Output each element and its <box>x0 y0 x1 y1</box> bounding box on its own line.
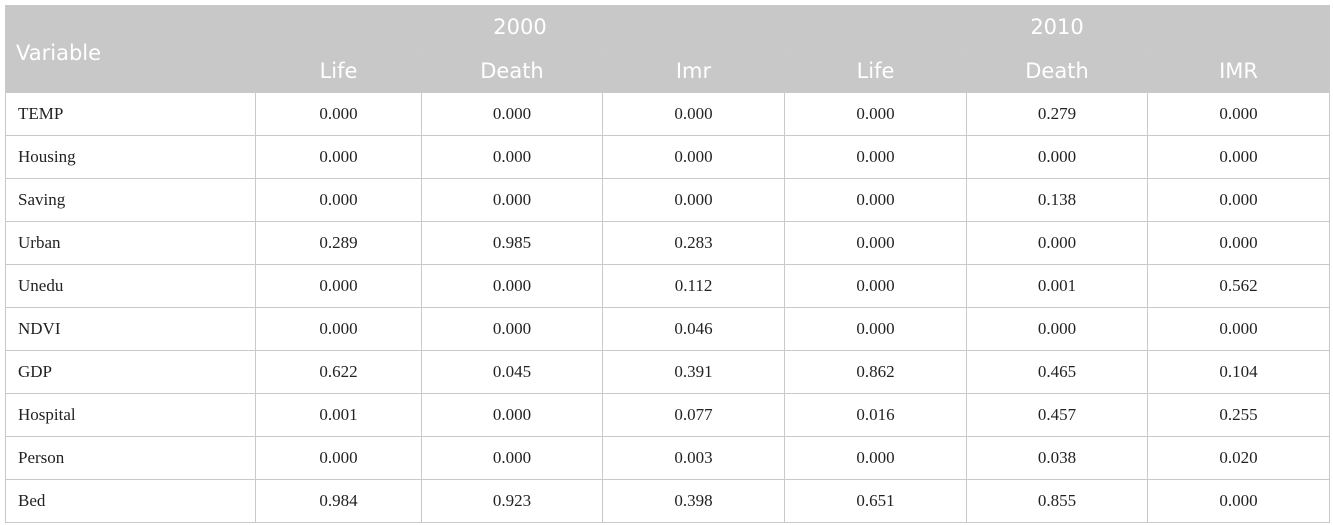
cell-2000-death: 0.923 <box>421 479 603 523</box>
cell-2000-imr: 0.003 <box>601 436 786 480</box>
row-label: GDP <box>5 350 256 394</box>
cell-2000-imr: 0.112 <box>601 264 786 308</box>
cell-2010-death: 0.000 <box>966 221 1149 265</box>
cell-2000-life: 0.000 <box>255 264 422 308</box>
table-row: GDP 0.622 0.045 0.391 0.862 0.465 0.104 <box>5 350 1331 394</box>
cell-2010-death: 0.000 <box>966 307 1149 351</box>
cell-2010-life: 0.000 <box>784 221 968 265</box>
row-label: Hospital <box>5 393 256 437</box>
cell-2010-life: 0.000 <box>784 178 968 222</box>
header-variable: Variable <box>5 5 256 93</box>
table-row: Bed 0.984 0.923 0.398 0.651 0.855 0.000 <box>5 479 1331 523</box>
table-row: Unedu 0.000 0.000 0.112 0.000 0.001 0.562 <box>5 264 1331 308</box>
cell-2010-imr: 0.000 <box>1147 135 1331 179</box>
table-body: TEMP 0.000 0.000 0.000 0.000 0.279 0.000 Housin… <box>5 92 1331 523</box>
table-row: Person 0.000 0.000 0.003 0.000 0.038 0.020 <box>5 436 1331 480</box>
cell-2000-life: 0.001 <box>255 393 422 437</box>
cell-2000-imr: 0.398 <box>601 479 786 523</box>
cell-2000-life: 0.000 <box>255 178 422 222</box>
cell-2010-death: 0.001 <box>966 264 1149 308</box>
header-2000-life: Life <box>255 48 422 93</box>
table-row: Hospital 0.001 0.000 0.077 0.016 0.457 0.255 <box>5 393 1331 437</box>
cell-2000-death: 0.000 <box>421 307 603 351</box>
cell-2000-imr: 0.000 <box>601 92 786 136</box>
header-year-2010: 2010 <box>784 5 1331 49</box>
row-label: Urban <box>5 221 256 265</box>
cell-2000-life: 0.000 <box>255 307 422 351</box>
cell-2000-imr: 0.391 <box>601 350 786 394</box>
header-row-measures: Life Death Imr Life Death IMR <box>6 48 1331 93</box>
cell-2010-death: 0.855 <box>966 479 1149 523</box>
cell-2000-death: 0.045 <box>421 350 603 394</box>
table-row: NDVI 0.000 0.000 0.046 0.000 0.000 0.000 <box>5 307 1331 351</box>
cell-2000-life: 0.289 <box>255 221 422 265</box>
row-label: Unedu <box>5 264 256 308</box>
cell-2000-death: 0.000 <box>421 436 603 480</box>
header-year-2000: 2000 <box>254 5 786 49</box>
cell-2000-imr: 0.046 <box>601 307 786 351</box>
cell-2000-death: 0.000 <box>421 92 603 136</box>
table-row: TEMP 0.000 0.000 0.000 0.000 0.279 0.000 <box>5 92 1331 136</box>
cell-2010-imr: 0.104 <box>1147 350 1331 394</box>
row-label: Person <box>5 436 256 480</box>
cell-2010-life: 0.862 <box>784 350 968 394</box>
cell-2000-imr: 0.283 <box>601 221 786 265</box>
cell-2000-death: 0.985 <box>421 221 603 265</box>
cell-2010-life: 0.000 <box>784 307 968 351</box>
cell-2010-life: 0.000 <box>784 135 968 179</box>
cell-2010-imr: 0.000 <box>1147 221 1331 265</box>
cell-2010-imr: 0.000 <box>1147 307 1331 351</box>
cell-2010-death: 0.457 <box>966 393 1149 437</box>
table-row: Housing 0.000 0.000 0.000 0.000 0.000 0.000 <box>5 135 1331 179</box>
table-header: Variable 2000 2010 Life Death Imr Life D… <box>5 5 1331 93</box>
cell-2010-death: 0.279 <box>966 92 1149 136</box>
cell-2000-life: 0.000 <box>255 92 422 136</box>
cell-2010-imr: 0.000 <box>1147 92 1331 136</box>
cell-2000-life: 0.622 <box>255 350 422 394</box>
cell-2010-imr: 0.020 <box>1147 436 1331 480</box>
row-label: NDVI <box>5 307 256 351</box>
cell-2010-life: 0.016 <box>784 393 968 437</box>
cell-2000-imr: 0.000 <box>601 135 786 179</box>
cell-2010-life: 0.000 <box>784 264 968 308</box>
cell-2010-life: 0.000 <box>784 92 968 136</box>
cell-2010-death: 0.000 <box>966 135 1149 179</box>
cell-2000-life: 0.984 <box>255 479 422 523</box>
cell-2000-imr: 0.000 <box>601 178 786 222</box>
header-2010-imr: IMR <box>1147 48 1331 93</box>
cell-2010-life: 0.000 <box>784 436 968 480</box>
cell-2010-imr: 0.562 <box>1147 264 1331 308</box>
cell-2000-death: 0.000 <box>421 264 603 308</box>
cell-2000-life: 0.000 <box>255 436 422 480</box>
cell-2000-death: 0.000 <box>421 178 603 222</box>
header-row-years: Variable 2000 2010 <box>5 5 1331 93</box>
table-row: Urban 0.289 0.985 0.283 0.000 0.000 0.000 <box>5 221 1331 265</box>
row-label: Bed <box>5 479 256 523</box>
row-label: TEMP <box>5 92 256 136</box>
cell-2000-death: 0.000 <box>421 135 603 179</box>
table-row: Saving 0.000 0.000 0.000 0.000 0.138 0.000 <box>5 178 1331 222</box>
row-label: Housing <box>5 135 256 179</box>
cell-2010-death: 0.038 <box>966 436 1149 480</box>
header-2000-death: Death <box>421 48 603 93</box>
header-2010-life: Life <box>784 48 968 93</box>
cell-2000-imr: 0.077 <box>601 393 786 437</box>
header-2010-death: Death <box>966 48 1149 93</box>
data-table: Variable 2000 2010 Life Death Imr Life D… <box>5 5 1331 523</box>
cell-2010-death: 0.138 <box>966 178 1149 222</box>
cell-2010-imr: 0.000 <box>1147 178 1331 222</box>
cell-2010-imr: 0.000 <box>1147 479 1331 523</box>
cell-2000-life: 0.000 <box>255 135 422 179</box>
cell-2010-life: 0.651 <box>784 479 968 523</box>
header-2000-imr: Imr <box>601 48 786 93</box>
row-label: Saving <box>5 178 256 222</box>
cell-2010-death: 0.465 <box>966 350 1149 394</box>
cell-2000-death: 0.000 <box>421 393 603 437</box>
cell-2010-imr: 0.255 <box>1147 393 1331 437</box>
